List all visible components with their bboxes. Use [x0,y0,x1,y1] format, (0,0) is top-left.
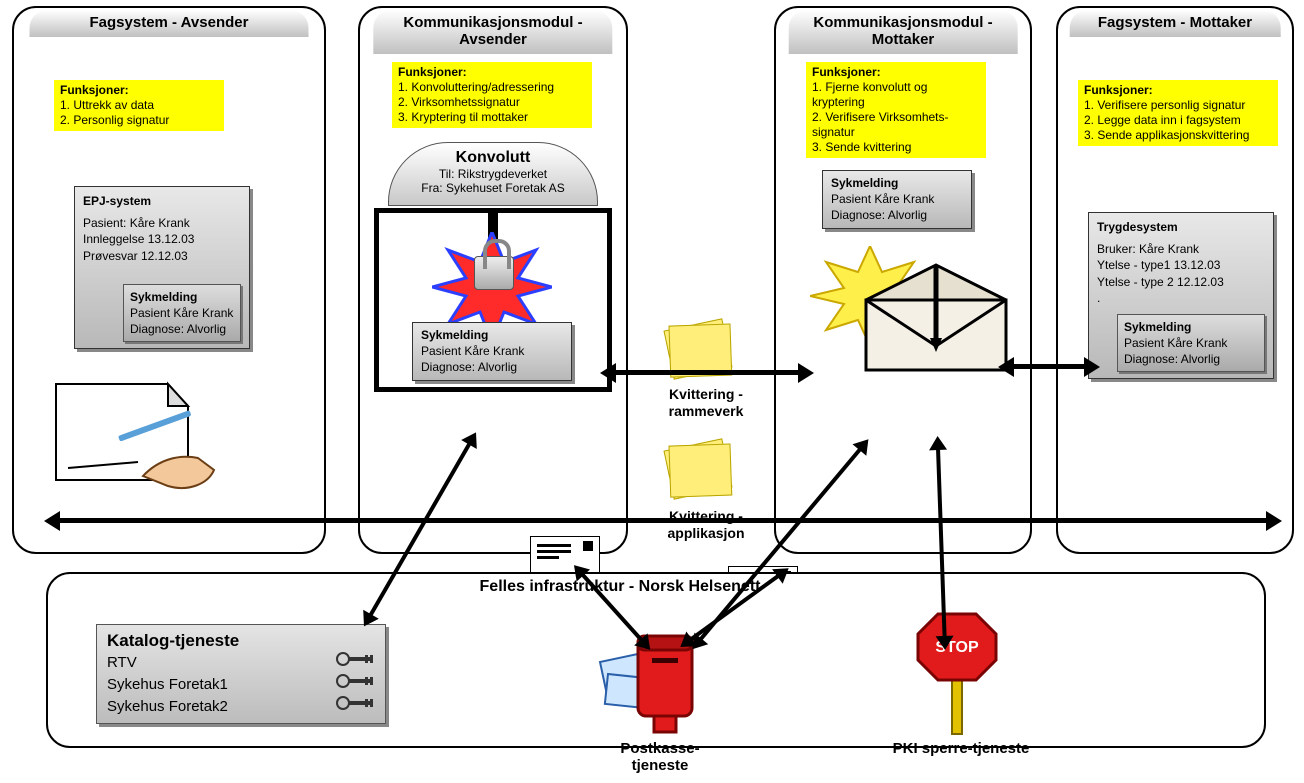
label-kvittering-applikasjon: Kvittering - applikasjon [636,508,776,542]
func-line: 2. Virksomhetssignatur [398,95,586,110]
func-line: 3. Sende applikasjonskvittering [1084,128,1272,143]
func-header: Funksjoner: [812,65,980,80]
katalog-title: Katalog-tjeneste [107,631,375,651]
func-header: Funksjoner: [1084,83,1272,98]
padlock-icon [474,256,514,290]
katalog-row: Sykehus Foretak2 [107,695,375,717]
func-line: 3. Sende kvittering [812,140,980,155]
label-kvittering-rammeverk: Kvittering - rammeverk [636,386,776,420]
epj-line: Pasient: Kåre Krank [83,215,241,231]
epj-title: EPJ-system [83,193,241,209]
panel-title: Kommunikasjonsmodul - Mottaker [789,10,1018,54]
sykmelding-recv: Sykmelding Pasient Kåre Krank Diagnose: … [822,170,972,229]
open-envelope-icon [856,260,1016,380]
konvolutt-title: Konvolutt [397,149,589,167]
func-line: 1. Verifisere personlig signatur [1084,98,1272,113]
func-line: 2. Verifisere Virksomhets-signatur [812,110,980,140]
syk-title: Sykmelding [831,175,963,191]
syk-title: Sykmelding [1124,319,1258,335]
note-icon [663,438,732,499]
syk-line: Pasient Kåre Krank [831,191,963,207]
func-header: Funksjoner: [398,65,586,80]
trygde-doc: Trygdesystem Bruker: Kåre Krank Ytelse -… [1088,212,1274,379]
func-line: 1. Konvoluttering/adressering [398,80,586,95]
sykmelding-inner: Sykmelding Pasient Kåre Krank Diagnose: … [1117,314,1265,373]
signing-hand-icon [48,380,218,500]
syk-line: Diagnose: Alvorlig [1124,351,1258,367]
syk-line: Diagnose: Alvorlig [130,321,234,337]
syk-title: Sykmelding [130,289,234,305]
syk-line: Pasient Kåre Krank [130,305,234,321]
trygde-line: Bruker: Kåre Krank [1097,241,1265,257]
syk-line: Diagnose: Alvorlig [421,359,563,375]
func-line: 2. Legge data inn i fagsystem [1084,113,1272,128]
syk-line: Diagnose: Alvorlig [831,207,963,223]
arrow-comm-to-comm [614,370,800,375]
trygde-line: Ytelse - type 2 12.12.03 [1097,274,1265,290]
sykmelding-inner: Sykmelding Pasient Kåre Krank Diagnose: … [123,284,241,343]
katalog-row: RTV [107,651,375,673]
katalog-row: Sykehus Foretak1 [107,673,375,695]
func-recv-sys: Funksjoner: 1. Verifisere personlig sign… [1078,80,1278,146]
func-line: 1. Fjerne konvolutt og kryptering [812,80,980,110]
func-line: 2. Personlig signatur [60,113,218,128]
key-icon [335,651,375,673]
panel-title: Fagsystem - Avsender [30,10,309,37]
label-pki: PKI sperre-tjeneste [886,740,1036,757]
func-recv-comm: Funksjoner: 1. Fjerne konvolutt og krypt… [806,62,986,158]
arrow-recv-comm-to-sys [1012,364,1086,369]
epj-doc: EPJ-system Pasient: Kåre Krank Innleggel… [74,186,250,349]
trygde-title: Trygdesystem [1097,219,1265,235]
func-line: 1. Uttrekk av data [60,98,218,113]
trygde-line: Ytelse - type1 13.12.03 [1097,257,1265,273]
panel-title: Fagsystem - Mottaker [1070,10,1281,37]
key-icon [335,695,375,717]
panel-title: Kommunikasjonsmodul - Avsender [373,10,612,54]
func-header: Funksjoner: [60,83,218,98]
syk-line: Pasient Kåre Krank [421,343,563,359]
func-line: 3. Kryptering til mottaker [398,110,586,125]
syk-title: Sykmelding [421,327,563,343]
arrow-long-bottom [58,518,1268,523]
syk-line: Pasient Kåre Krank [1124,335,1258,351]
label-postkasse: Postkasse-tjeneste [600,740,720,775]
sykmelding-sealed: Sykmelding Pasient Kåre Krank Diagnose: … [412,322,572,381]
mailbox-icon [596,616,706,736]
epj-line: Innleggelse 13.12.03 [83,231,241,247]
key-icon [335,673,375,695]
func-sender-comm: Funksjoner: 1. Konvoluttering/adresserin… [392,62,592,128]
stop-sign-icon: STOP [912,608,1002,738]
katalog-box: Katalog-tjeneste RTV Sykehus Foretak1 Sy… [96,624,386,724]
epj-line: Prøvesvar 12.12.03 [83,248,241,264]
func-sender-sys: Funksjoner: 1. Uttrekk av data 2. Person… [54,80,224,131]
